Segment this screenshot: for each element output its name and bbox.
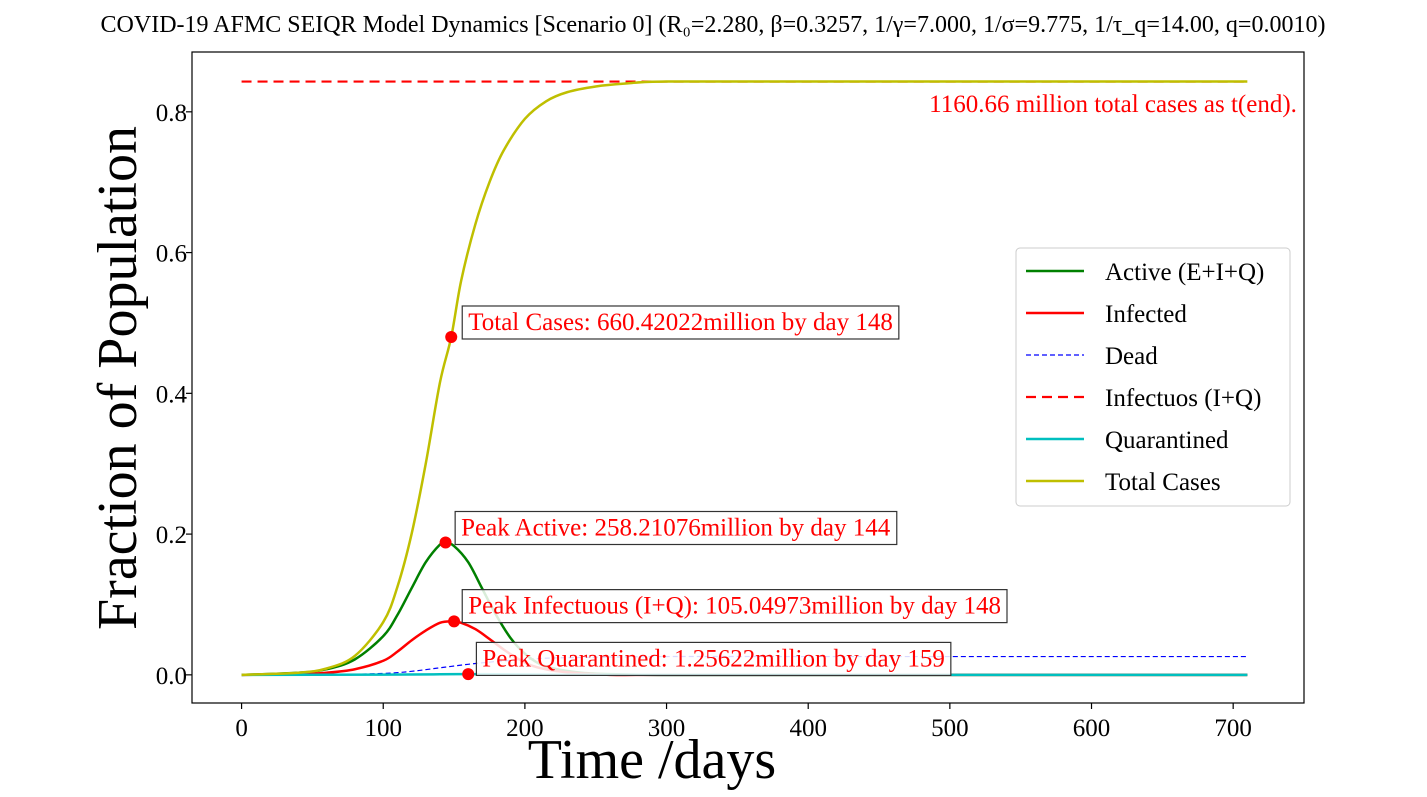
- annotation-label: Peak Active: 258.21076million by day 144: [461, 514, 891, 541]
- peak-marker: [445, 331, 458, 344]
- legend-label: Infectuos (I+Q): [1105, 385, 1261, 412]
- y-tick-label: 0.0: [156, 663, 187, 690]
- y-tick-label: 0.2: [156, 522, 187, 549]
- legend-items: Active (E+I+Q) Infected Dead Infectuos (I+Q…: [1026, 259, 1264, 496]
- legend-label: Quarantined: [1105, 427, 1229, 454]
- x-tick-label: 600: [1073, 715, 1111, 742]
- annotation-box: [475, 641, 952, 677]
- legend: Active (E+I+Q) Infected Dead Infectuos (I+Q…: [1015, 247, 1291, 507]
- series-line-total-cases: [241, 80, 1248, 677]
- annotation-label: Peak Infectuous (I+Q): 105.04973million …: [468, 593, 1001, 620]
- peak-marker: [462, 668, 475, 681]
- x-tick-label: 300: [648, 715, 686, 742]
- annotation-layer: Total Cases: 660.42022million by day 148…: [454, 91, 1297, 677]
- marker-layer: [439, 331, 475, 681]
- legend-frame: [1015, 247, 1291, 507]
- x-tick-label: 100: [364, 715, 402, 742]
- annotation-box: [461, 589, 1008, 624]
- x-tick-label: 500: [931, 715, 969, 742]
- peak-marker: [448, 615, 461, 628]
- y-tick-label: 0.6: [156, 241, 187, 268]
- y-tick-label: 0.8: [156, 100, 187, 127]
- legend-label: Active (E+I+Q): [1105, 259, 1264, 286]
- legend-label: Infected: [1105, 301, 1187, 328]
- x-axis-ticks: 0 100 200 300 400 500 600 700: [235, 703, 1252, 742]
- y-tick-label: 0.4: [156, 381, 188, 408]
- peak-marker: [439, 536, 452, 549]
- annotation-label: Peak Quarantined: 1.25622million by day …: [482, 645, 944, 672]
- annotation-label: Total Cases: 660.42022million by day 148: [468, 309, 893, 336]
- x-tick-label: 700: [1214, 715, 1252, 742]
- y-axis-label: Fraction of Population: [87, 126, 149, 630]
- x-tick-label: 200: [506, 715, 544, 742]
- chart-title: COVID-19 AFMC SEIQR Model Dynamics [Scen…: [101, 12, 1326, 38]
- legend-label: Dead: [1105, 343, 1158, 370]
- x-tick-label: 400: [789, 715, 827, 742]
- legend-label: Total Cases: [1105, 469, 1221, 496]
- x-axis-label: Time /days: [528, 729, 776, 791]
- y-axis-ticks: 0.0 0.2 0.4 0.6 0.8: [156, 100, 192, 690]
- annotation-box: [461, 305, 900, 340]
- annotation-label: 1160.66 million total cases as t(end).: [929, 91, 1297, 118]
- x-tick-label: 0: [235, 715, 248, 742]
- annotation-box: [454, 510, 898, 546]
